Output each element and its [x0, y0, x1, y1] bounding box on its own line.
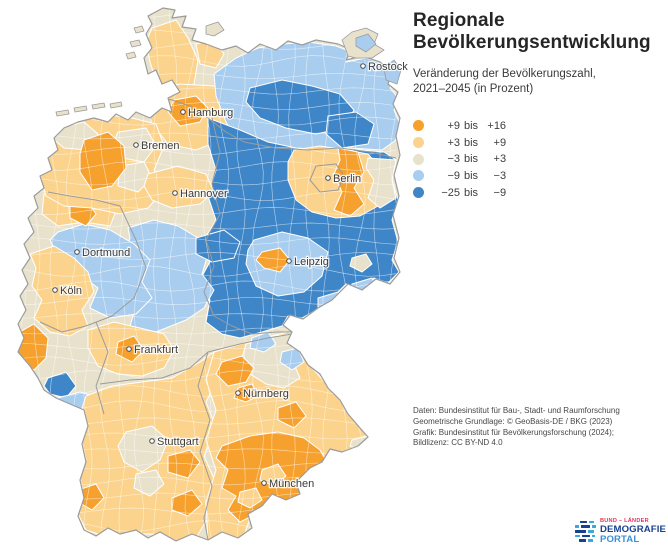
region-schwarzwald-1 — [117, 425, 169, 473]
island-ruegen-patch — [355, 33, 377, 53]
population-pyramid-icon — [574, 520, 596, 542]
legend-row: −25 bis −9 — [413, 184, 665, 201]
logo-portal: PORTAL — [599, 534, 640, 546]
legend-range-to: −3 — [493, 169, 507, 182]
islands — [55, 21, 402, 117]
source-attribution: Daten: Bundesinstitut für Bau-, Stadt- u… — [413, 406, 620, 449]
city-label: Nürnberg — [243, 388, 289, 400]
page-title: Regionale Bevölkerungsentwicklung — [413, 10, 651, 54]
city-label: Frankfurt — [134, 344, 178, 356]
legend-range-connector: bis — [464, 119, 479, 132]
island-nordfriesland-1 — [133, 25, 145, 34]
legend-swatch-blue — [413, 187, 424, 199]
legend-swatch-orange — [413, 120, 424, 132]
logo-text: BUND – LÄNDER DEMOGRAFIE PORTAL — [600, 518, 666, 545]
legend-range-connector: bis — [464, 136, 479, 149]
legend-range-to: −9 — [493, 186, 507, 199]
legend-range-connector: bis — [464, 153, 479, 166]
island-usedom — [383, 59, 402, 85]
city-marker — [133, 142, 139, 148]
city-marker — [149, 438, 155, 444]
city-label: Hannover — [180, 188, 228, 200]
city-marker — [261, 480, 267, 486]
island-ostfriesland-1 — [55, 109, 70, 117]
city-label: Bremen — [141, 140, 180, 152]
legend-row: +9 bis +16 — [413, 118, 665, 135]
region-regensburg — [277, 401, 307, 429]
city-label: Dortmund — [82, 247, 130, 259]
legend-row: −9 bis −3 — [413, 168, 665, 185]
city-marker — [52, 287, 58, 293]
legend-swatch-light-orange — [413, 137, 424, 149]
legend-range-connector: bis — [464, 169, 479, 182]
legend-range-from: +3 — [447, 136, 460, 149]
island-ostfriesland-4 — [109, 101, 123, 109]
region-berlin-east — [333, 147, 365, 217]
state-borders — [39, 95, 397, 541]
city-label: München — [269, 478, 314, 490]
city-label: Leipzig — [294, 256, 329, 268]
map-area: Rostock Hamburg Bremen Berlin Hannover Dortmu… — [17, 7, 409, 542]
island-fehmarn — [205, 21, 225, 37]
legend-range-from: −9 — [447, 169, 460, 182]
germany-map-svg: Rostock Hamburg Bremen Berlin Hannover Dortmu… — [17, 7, 409, 542]
region-uckermark — [325, 111, 375, 149]
district-regions — [18, 19, 400, 541]
logo-demografie: DEMOGRAFIE — [599, 524, 666, 536]
city-label: Rostock — [368, 61, 408, 73]
logo-bund-laender: BUND – LÄNDER — [599, 517, 649, 524]
city-label: Stuttgart — [157, 436, 199, 448]
source-line: Daten: Bundesinstitut für Bau-, Stadt- u… — [413, 406, 620, 415]
info-panel: Regionale Bevölkerungsentwicklung Veränd… — [413, 0, 665, 554]
legend-range-from: −25 — [441, 186, 460, 199]
source-line: Grafik: Bundesinstitut für Bevölkerungsf… — [413, 427, 614, 437]
legend-swatch-light-blue — [413, 170, 424, 182]
legend-range-from: +9 — [447, 119, 460, 132]
demografie-portal-logo: BUND – LÄNDER DEMOGRAFIE PORTAL — [574, 518, 666, 545]
legend-swatch-beige — [413, 153, 424, 165]
region-leipzig-city — [255, 247, 291, 273]
city-label: Berlin — [333, 173, 361, 185]
city-marker — [180, 109, 186, 115]
city-marker — [360, 63, 366, 69]
legend-range-to: +3 — [493, 153, 507, 166]
region-hamburg-city — [167, 95, 209, 127]
region-nuernberg-2 — [233, 383, 259, 403]
city-marker — [172, 190, 178, 196]
legend-row: +3 bis +9 — [413, 134, 665, 151]
subtitle: Veränderung der Bevölkerungszahl, 2021–2… — [413, 68, 596, 95]
source-line: Bildlizenz: CC BY-ND 4.0 — [413, 438, 503, 448]
city-marker — [74, 249, 80, 255]
city-marker — [126, 346, 132, 352]
legend-range-to: +9 — [493, 136, 507, 149]
legend-row: −3 bis +3 — [413, 151, 665, 168]
legend-range-connector: bis — [464, 186, 479, 199]
city-marker — [286, 258, 292, 264]
island-ostfriesland-3 — [91, 102, 106, 110]
island-nordfriesland-3 — [125, 51, 137, 60]
city-labels: Rostock Hamburg Bremen Berlin Hannover Dortmu… — [52, 60, 409, 491]
legend: +9 bis +16 +3 bis +9 −3 bis +3 −9 bis −3… — [413, 118, 665, 201]
region-oldenburg — [79, 131, 127, 191]
legend-range-from: −3 — [447, 153, 460, 166]
legend-range-to: +16 — [487, 119, 507, 132]
island-nordfriesland-2 — [129, 39, 142, 48]
city-label: Köln — [60, 285, 82, 297]
city-marker — [235, 390, 241, 396]
city-label: Hamburg — [188, 107, 233, 119]
city-marker — [325, 175, 331, 181]
source-line: Geometrische Grundlage: © GeoBasis-DE / … — [413, 416, 613, 426]
island-ostfriesland-2 — [73, 105, 88, 113]
